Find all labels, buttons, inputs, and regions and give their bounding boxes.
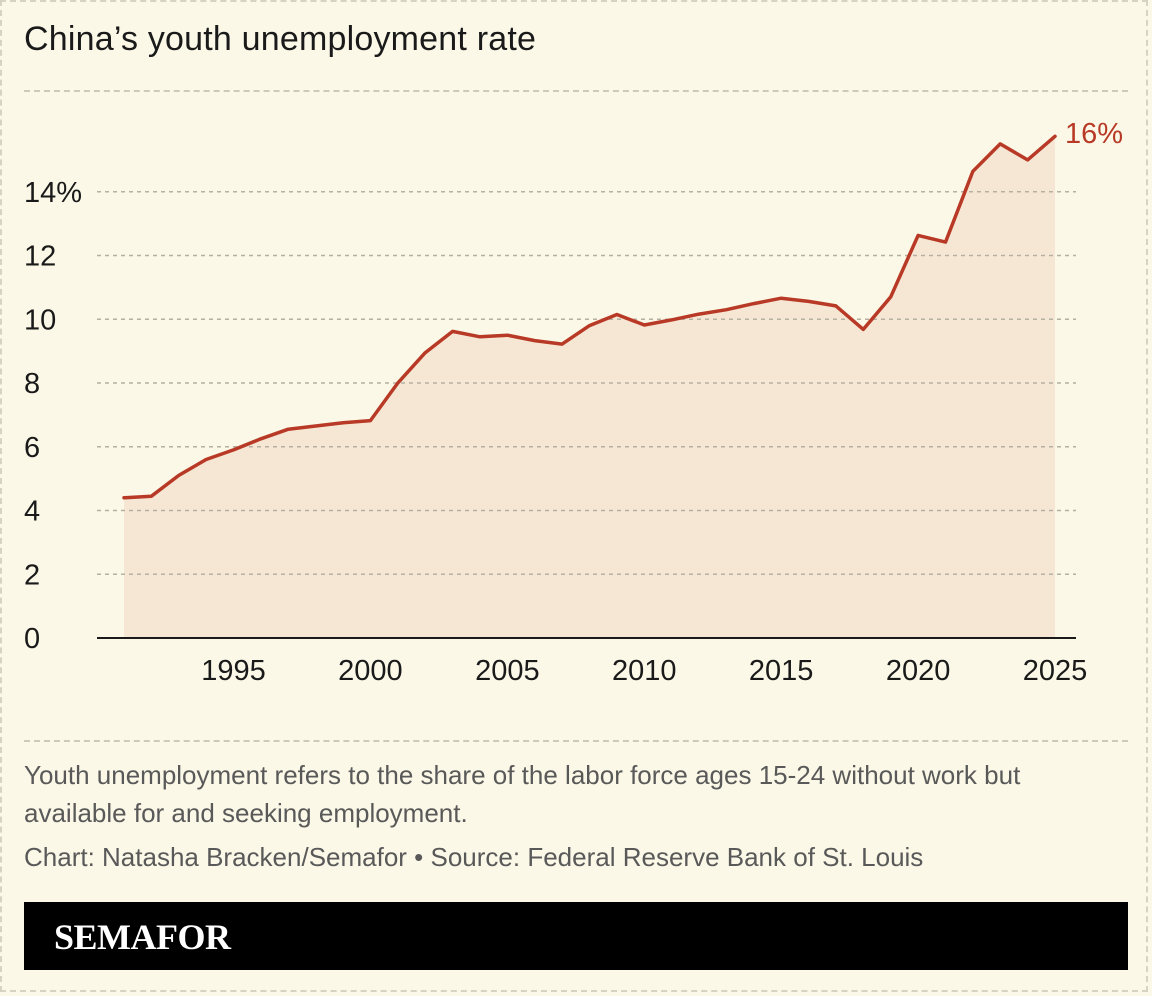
x-tick-label: 2025 [1023,655,1088,687]
end-value-label: 16% [1065,118,1123,150]
x-tick-label: 2015 [749,655,814,687]
y-tick-label: 14% [24,177,82,209]
brand-bar: SEMAFOR [24,902,1128,970]
x-tick-label: 2020 [886,655,951,687]
footer-divider [24,740,1128,742]
y-tick-label: 4 [24,496,40,528]
y-tick-label: 0 [24,623,40,655]
semafor-logo: SEMAFOR [54,917,231,957]
y-tick-label: 12 [24,241,56,273]
y-tick-label: 2 [24,559,40,591]
x-tick-label: 1995 [201,655,266,687]
chart-title: China’s youth unemployment rate [24,20,537,58]
x-tick-label: 2010 [612,655,677,687]
chart-credit: Chart: Natasha Bracken/Semafor • Source:… [24,842,924,872]
chart-note: Youth unemployment refers to the share o… [24,760,1021,828]
youth-unemployment-chart: 0 2 4 6 8 10 12 14% 1995 2000 2005 2010 2015 2020 2025… [24,118,1123,687]
y-tick-label: 10 [24,304,56,336]
title-divider [24,90,1128,92]
series-line [122,134,1057,500]
area-fill [124,136,1055,639]
y-tick-label: 6 [24,432,40,464]
x-tick-label: 2000 [338,655,403,687]
x-tick-label: 2005 [475,655,540,687]
y-tick-label: 8 [24,368,40,400]
